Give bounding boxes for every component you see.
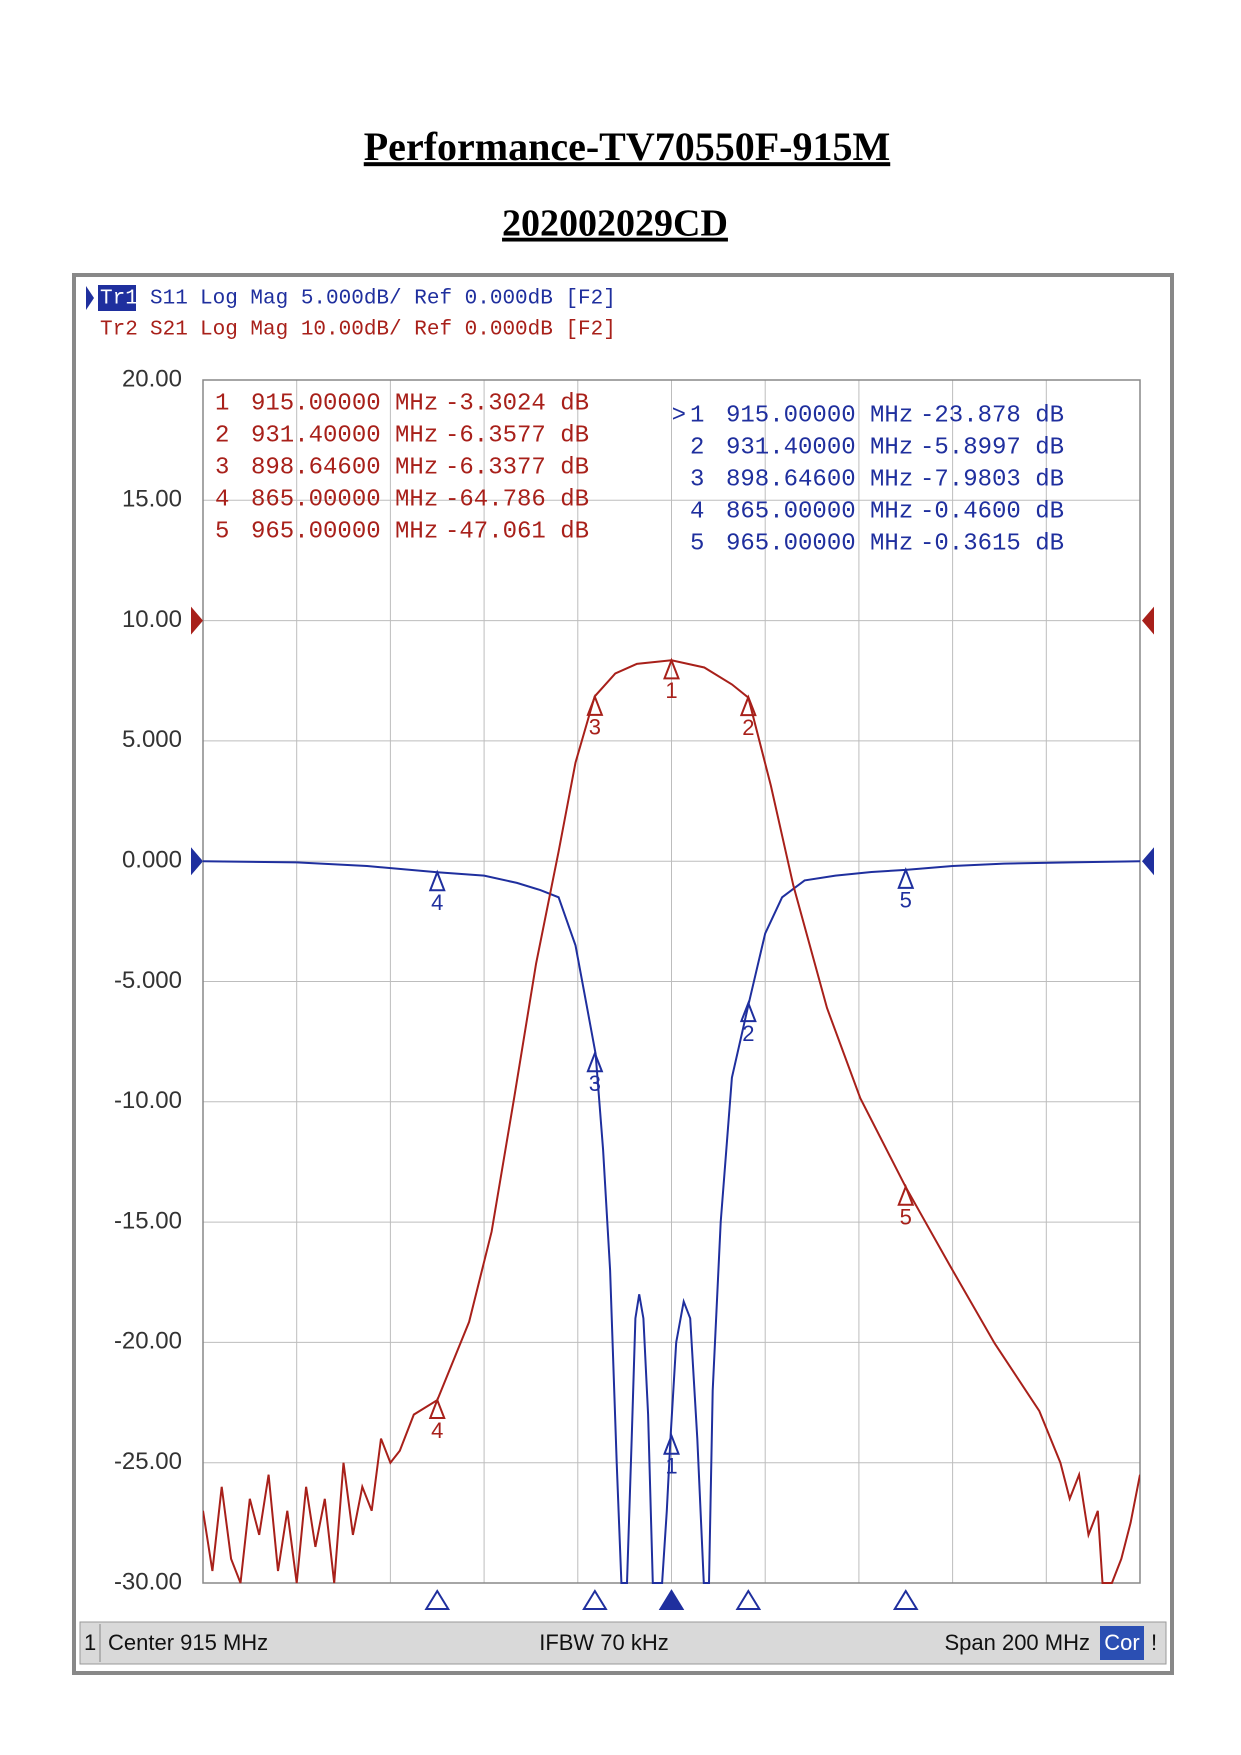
marker-table-freq: 915.00000 MHz [251, 390, 438, 417]
marker-table-value: -64.786 dB [445, 486, 589, 513]
marker-number: 3 [589, 715, 601, 740]
y-tick-label: 0.000 [122, 847, 182, 874]
y-tick-label: -15.00 [114, 1207, 182, 1234]
y-tick-label: 10.00 [122, 606, 182, 633]
marker-triangle [739, 1000, 757, 1023]
y-tick-label: 5.000 [122, 726, 182, 753]
plot-border [202, 379, 1141, 1584]
marker-table-name: 5 [215, 518, 229, 545]
trace-param: S11 [150, 288, 188, 311]
trace-line [203, 659, 1140, 1584]
ref-arrow-left [191, 847, 203, 876]
trace-label: Tr1 [100, 288, 138, 311]
footer-bar [79, 1621, 1167, 1665]
subtitle: 202002029CD [502, 203, 728, 245]
marker-table-freq: 898.64600 MHz [726, 466, 913, 493]
footer-span: Span 200 MHz [944, 1630, 1090, 1655]
marker-number: 2 [742, 1021, 754, 1046]
marker-number: 4 [431, 1418, 443, 1443]
footer-correction: Cor [1104, 1630, 1139, 1655]
axis-marker [658, 1589, 685, 1610]
marker-triangle [586, 1050, 604, 1073]
marker-table-freq: 898.64600 MHz [251, 454, 438, 481]
marker-table-name: 3 [690, 466, 704, 493]
marker-table-freq: 965.00000 MHz [726, 530, 913, 557]
marker-triangle [739, 694, 757, 717]
marker-number: 1 [665, 1454, 677, 1479]
marker-table-freq: 931.40000 MHz [726, 434, 913, 461]
marker-triangle [897, 1183, 915, 1206]
marker-table-value: -0.4600 dB [920, 498, 1064, 525]
marker-number: 3 [589, 1071, 601, 1096]
marker-number: 5 [900, 888, 912, 913]
marker-number: 2 [742, 715, 754, 740]
marker-table-name: 2 [215, 422, 229, 449]
footer-ifbw: IFBW 70 kHz [539, 1630, 669, 1655]
marker-number: 4 [431, 890, 443, 915]
footer-status: ! [1151, 1630, 1157, 1655]
footer-cor-box [1100, 1626, 1144, 1660]
y-tick-label: -25.00 [114, 1448, 182, 1475]
axis-marker [735, 1589, 762, 1610]
marker-table-name: 3 [215, 454, 229, 481]
marker-table-name: 5 [690, 530, 704, 557]
marker-table-value: -0.3615 dB [920, 530, 1064, 557]
axis-marker [582, 1589, 608, 1610]
marker-table-value: -6.3577 dB [445, 422, 589, 449]
marker-table-value: -47.061 dB [445, 518, 589, 545]
trace-label: Tr2 [100, 319, 138, 342]
ref-arrow-right [1142, 847, 1154, 876]
footer-channel: 1 [84, 1630, 96, 1655]
marker-table-name: 4 [690, 498, 704, 525]
marker-triangle [428, 869, 446, 892]
marker-table-value: -6.3377 dB [445, 454, 589, 481]
active-trace-arrow [86, 286, 94, 310]
marker-table-freq: 931.40000 MHz [251, 422, 438, 449]
y-tick-label: -5.000 [114, 967, 182, 994]
active-trace-box [98, 285, 136, 311]
marker-triangle [663, 657, 680, 680]
marker-table-name: 1 [215, 390, 229, 417]
title: Performance-TV70550F-915M [364, 124, 890, 169]
marker-triangle [663, 1432, 680, 1455]
marker-number: 5 [900, 1205, 912, 1230]
axis-marker [424, 1589, 451, 1610]
y-tick-label: -30.00 [114, 1568, 182, 1595]
ref-arrow-right [1142, 606, 1154, 635]
marker-table-freq: 915.00000 MHz [726, 402, 913, 429]
trace-header: Log Mag 10.00dB/ Ref 0.000dB [F2] [200, 319, 616, 342]
marker-table-name: 4 [215, 486, 229, 513]
marker-table-value: -7.9803 dB [920, 466, 1064, 493]
marker-table-value: -23.878 dB [920, 402, 1064, 429]
axis-marker [892, 1589, 919, 1610]
ref-arrow-left [191, 606, 203, 635]
y-tick-label: 20.00 [122, 365, 182, 392]
marker-triangle [428, 1397, 446, 1419]
y-tick-label: -20.00 [114, 1328, 182, 1355]
screen-frame [72, 273, 1174, 1675]
footer-center: Center 915 MHz [108, 1630, 268, 1655]
marker-table-name: 1 [690, 402, 704, 429]
marker-table-freq: 965.00000 MHz [251, 518, 438, 545]
marker-table-freq: 865.00000 MHz [726, 498, 913, 525]
marker-triangle [897, 867, 915, 889]
marker-table-name: 2 [690, 434, 704, 461]
trace-header: Log Mag 5.000dB/ Ref 0.000dB [F2] [200, 288, 616, 311]
y-tick-label: -10.00 [114, 1087, 182, 1114]
y-tick-label: 15.00 [122, 486, 182, 513]
marker-table-value: -3.3024 dB [445, 390, 589, 417]
marker-table-freq: 865.00000 MHz [251, 486, 438, 513]
marker-table-value: -5.8997 dB [920, 434, 1064, 461]
marker-number: 1 [665, 678, 677, 703]
marker-triangle [586, 694, 604, 716]
trace-param: S21 [150, 319, 188, 342]
marker-prefix: > [672, 402, 686, 429]
